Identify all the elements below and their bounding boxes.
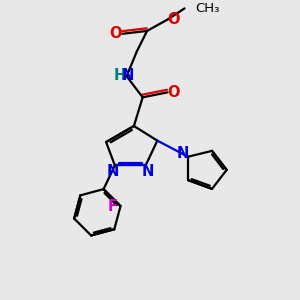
- Text: N: N: [177, 146, 189, 161]
- Text: CH₃: CH₃: [196, 2, 220, 15]
- Text: N: N: [142, 164, 154, 179]
- Text: N: N: [106, 164, 119, 179]
- Text: N: N: [122, 68, 134, 83]
- Text: O: O: [167, 12, 180, 27]
- Text: O: O: [110, 26, 122, 41]
- Text: H: H: [114, 68, 126, 83]
- Text: F: F: [107, 199, 117, 214]
- Text: O: O: [168, 85, 180, 100]
